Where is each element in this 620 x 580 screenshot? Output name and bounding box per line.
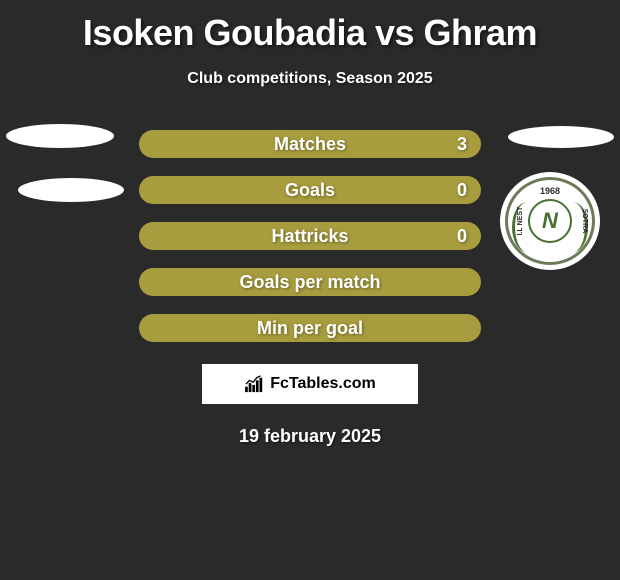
stat-value: 3 <box>457 134 467 155</box>
chart-icon <box>244 375 266 393</box>
footer-date: 19 february 2025 <box>0 426 620 447</box>
stat-value: 0 <box>457 180 467 201</box>
badge-text-right: SOTRA <box>580 209 587 234</box>
stat-label: Goals <box>285 180 335 201</box>
brand-attribution: FcTables.com <box>202 364 418 404</box>
stat-bar-matches: Matches 3 <box>139 130 481 158</box>
badge-text-left: I.L NEST <box>517 207 524 236</box>
stat-label: Matches <box>274 134 346 155</box>
player-placeholder-right-top <box>508 126 614 148</box>
stat-bar-min-per-goal: Min per goal <box>139 314 481 342</box>
club-badge: 1968 I.L NEST SOTRA N <box>500 172 600 270</box>
stat-value: 0 <box>457 226 467 247</box>
stat-bar-hattricks: Hattricks 0 <box>139 222 481 250</box>
player-placeholder-left-bottom <box>18 178 124 202</box>
stat-bar-goals-per-match: Goals per match <box>139 268 481 296</box>
player-placeholder-left-top <box>6 124 114 148</box>
stat-label: Goals per match <box>239 272 380 293</box>
badge-year: 1968 <box>540 186 560 196</box>
page-subtitle: Club competitions, Season 2025 <box>0 70 620 88</box>
stat-bar-goals: Goals 0 <box>139 176 481 204</box>
stat-label: Hattricks <box>271 226 348 247</box>
page-title: Isoken Goubadia vs Ghram <box>0 0 620 54</box>
stat-label: Min per goal <box>257 318 363 339</box>
badge-letter: N <box>542 210 558 232</box>
brand-name: FcTables.com <box>270 375 376 393</box>
